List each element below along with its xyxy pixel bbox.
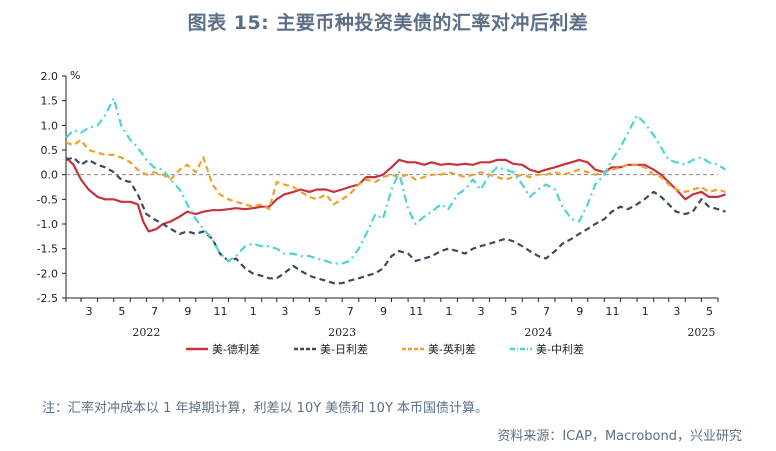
series-line-2 <box>65 156 726 285</box>
x-tick-label: 5 <box>706 305 713 318</box>
x-tick-label: 7 <box>347 305 354 318</box>
y-tick-label: 1.5 <box>41 95 59 108</box>
series-line-3 <box>65 139 726 211</box>
axes: 2.0 1.5 1.0 0.5 0.0 -0.5 -1.0 -1.5 -2.0 -2.5% 3 5 7 9… <box>37 69 719 339</box>
x-tick-label: 5 <box>314 305 321 318</box>
x-tick-label: 3 <box>281 305 288 318</box>
x-tick-label: 7 <box>543 305 550 318</box>
y-tick-label: -2.0 <box>37 267 58 280</box>
x-tick-label: 1 <box>250 305 257 318</box>
series-line-1 <box>65 156 726 233</box>
x-tick-label: 1 <box>445 305 452 318</box>
x-tick-label: 9 <box>380 305 387 318</box>
y-tick-label: -2.5 <box>37 292 58 305</box>
x-tick-label: 11 <box>214 305 228 318</box>
x-year-label: 2023 <box>328 326 356 339</box>
source-line: 资料来源：ICAP，Macrobond，兴业研究 <box>497 429 742 444</box>
legend-label-1: 美-德利差 <box>212 342 260 356</box>
x-tick-label: 11 <box>605 305 619 318</box>
x-tick-label: 9 <box>576 305 583 318</box>
x-tick-label: 1 <box>642 305 649 318</box>
y-tick-label: -1.5 <box>37 243 58 256</box>
y-tick-label: 2.0 <box>41 70 59 83</box>
x-tick-label: 5 <box>118 305 125 318</box>
x-tick-label: 3 <box>673 305 680 318</box>
y-tick-label: 1.0 <box>41 119 59 132</box>
footnote: 注：汇率对冲成本以 1 年掉期计算，利差以 10Y 美债和 10Y 本币国债计算… <box>42 401 489 416</box>
legend-label-2: 美-日利差 <box>320 342 368 356</box>
chart-title: 图表 15: 主要币种投资美债的汇率对冲后利差 <box>187 12 589 34</box>
legend-label-4: 美-中利差 <box>536 342 584 356</box>
x-year-label: 2025 <box>687 326 715 339</box>
y-tick-label: -0.5 <box>37 193 58 206</box>
legend: 美-德利差 美-日利差 美-英利差 美-中利差 <box>186 342 584 356</box>
y-tick-label: -1.0 <box>37 218 58 231</box>
y-tick-label: 0.0 <box>41 169 59 182</box>
legend-label-3: 美-英利差 <box>428 342 476 356</box>
x-tick-label: 11 <box>409 305 423 318</box>
y-unit-label: % <box>70 69 80 82</box>
x-tick-label: 9 <box>184 305 191 318</box>
series-layer <box>65 97 727 285</box>
series-line-4 <box>65 97 727 265</box>
y-tick-label: 0.5 <box>41 144 59 157</box>
x-tick-label: 3 <box>478 305 485 318</box>
x-tick-label: 7 <box>151 305 158 318</box>
x-year-label: 2022 <box>132 326 160 339</box>
x-tick-label: 3 <box>86 305 93 318</box>
x-tick-label: 5 <box>510 305 517 318</box>
x-year-label: 2024 <box>524 326 552 339</box>
